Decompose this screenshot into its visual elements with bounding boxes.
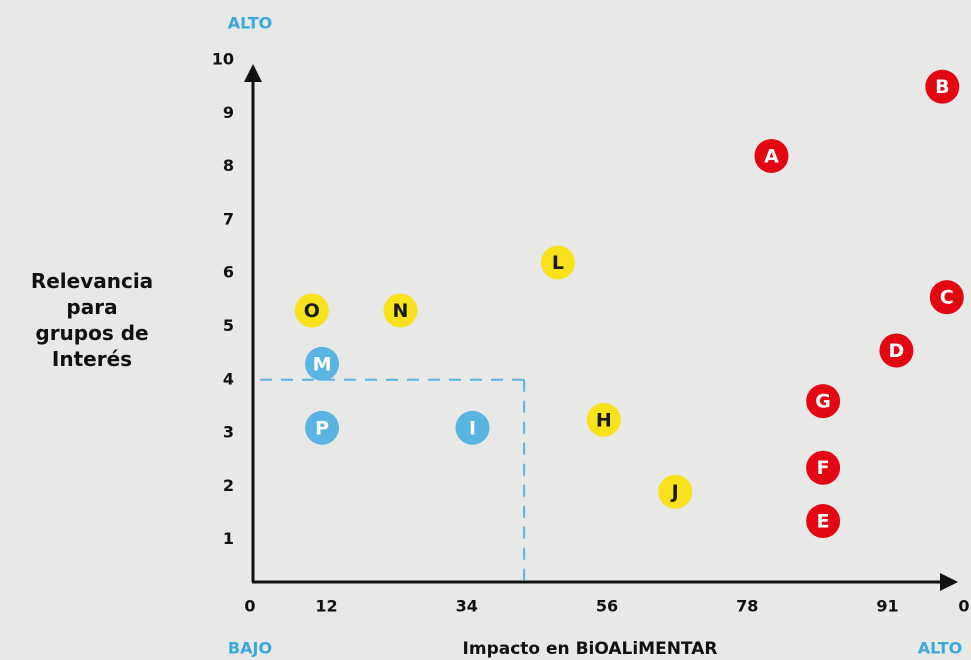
point-label: M <box>313 353 332 375</box>
point <box>305 410 340 445</box>
point <box>586 402 621 437</box>
y-tick-label: 7 <box>223 209 234 228</box>
point <box>806 384 841 419</box>
point-label: O <box>304 300 320 322</box>
point-label: N <box>392 300 408 322</box>
x-axis-arrow <box>940 573 958 591</box>
point-label: H <box>596 409 612 431</box>
x-tick-label: 0 <box>244 597 255 616</box>
point <box>383 293 418 328</box>
point-label: A <box>764 145 779 167</box>
point-label: I <box>469 417 476 439</box>
y-axis-arrow <box>244 64 262 82</box>
y-tick-label: 6 <box>223 263 234 282</box>
y-tick-label: 5 <box>223 316 234 335</box>
point-label: P <box>315 417 329 439</box>
point-label: L <box>552 252 564 274</box>
point <box>658 474 693 509</box>
x-axis-title: Impacto en BiOALiMENTAR <box>463 639 718 659</box>
point-label: F <box>817 457 830 479</box>
point <box>879 333 914 368</box>
point-label: J <box>670 481 679 503</box>
point-label: C <box>940 287 954 309</box>
y-axis-title: Relevancia para grupos de Interés <box>30 269 154 371</box>
point-label: E <box>817 511 830 533</box>
y-tick-label: 1 <box>223 529 234 548</box>
x-high-label: ALTO <box>918 639 962 658</box>
point-label: B <box>935 76 949 98</box>
y-tick-label: 3 <box>223 423 234 442</box>
y-tick-label: 8 <box>223 156 234 175</box>
point-label: D <box>889 340 905 362</box>
x-tick-label: 0 <box>958 597 969 616</box>
point <box>925 69 960 104</box>
point <box>455 410 490 445</box>
y-tick-label: 10 <box>212 50 234 69</box>
x-tick-label: 56 <box>596 597 618 616</box>
point <box>754 138 789 173</box>
point <box>305 346 340 381</box>
y-tick-label: 4 <box>223 369 234 388</box>
x-tick-label: 12 <box>315 597 337 616</box>
x-tick-label: 78 <box>736 597 758 616</box>
y-tick-label: 2 <box>223 476 234 495</box>
x-tick-label: 34 <box>456 597 478 616</box>
point <box>929 280 964 315</box>
point-label: G <box>815 391 831 413</box>
x-tick-label: 91 <box>876 597 898 616</box>
point <box>806 504 841 539</box>
point <box>540 245 575 280</box>
x-low-label: BAJO <box>228 639 272 658</box>
point <box>294 293 329 328</box>
y-tick-label: 9 <box>223 103 234 122</box>
point <box>806 450 841 485</box>
y-high-label: ALTO <box>228 14 272 33</box>
